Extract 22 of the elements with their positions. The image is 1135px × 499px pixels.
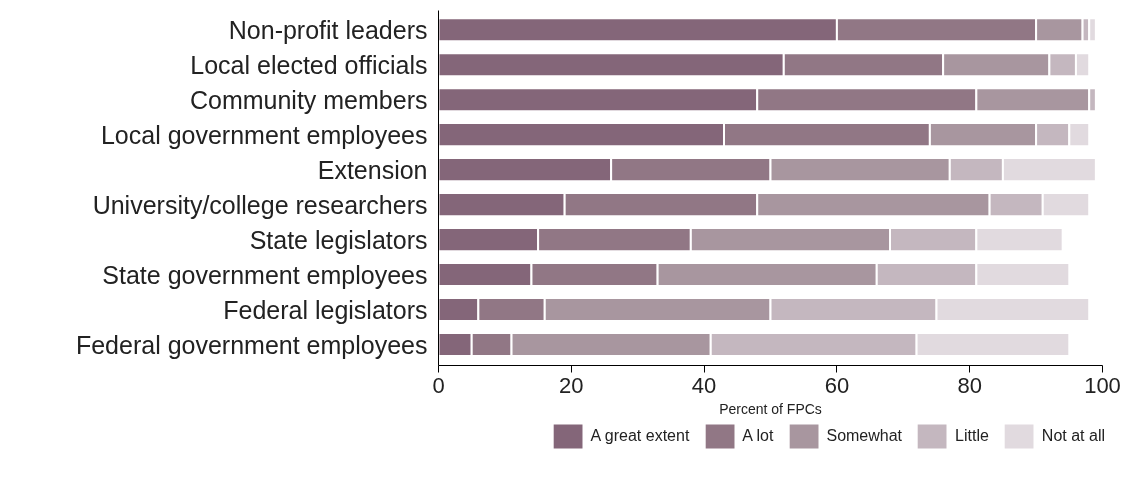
y-tick-label: Federal legislators — [223, 295, 428, 324]
legend-label: Somewhat — [826, 427, 903, 445]
legend-label: Little — [955, 427, 989, 445]
x-tick-label: 80 — [957, 372, 982, 398]
y-tick-label: University/college researchers — [92, 190, 428, 219]
y-tick-label: Non-profit leaders — [228, 15, 428, 44]
legend-label: A lot — [742, 427, 774, 445]
y-tick-label: State legislators — [249, 225, 428, 254]
y-tick-label: Local government employees — [100, 120, 428, 149]
y-tick-label: Local elected officials — [190, 50, 428, 79]
x-tick-label: 100 — [1084, 372, 1121, 398]
y-tick-label: Community members — [189, 85, 428, 114]
x-axis-title: Percent of FPCs — [719, 400, 822, 417]
x-tick-label: 0 — [432, 372, 445, 398]
y-tick-label: Federal government employees — [75, 330, 428, 359]
x-tick-label: 60 — [824, 372, 850, 398]
y-tick-label: Extension — [317, 155, 428, 184]
y-tick-label: State government employees — [102, 260, 428, 289]
x-tick-label: 20 — [559, 372, 584, 398]
legend-label: Not at all — [1041, 427, 1105, 445]
legend-label: A great extent — [590, 427, 690, 445]
x-tick-label: 40 — [691, 372, 717, 398]
